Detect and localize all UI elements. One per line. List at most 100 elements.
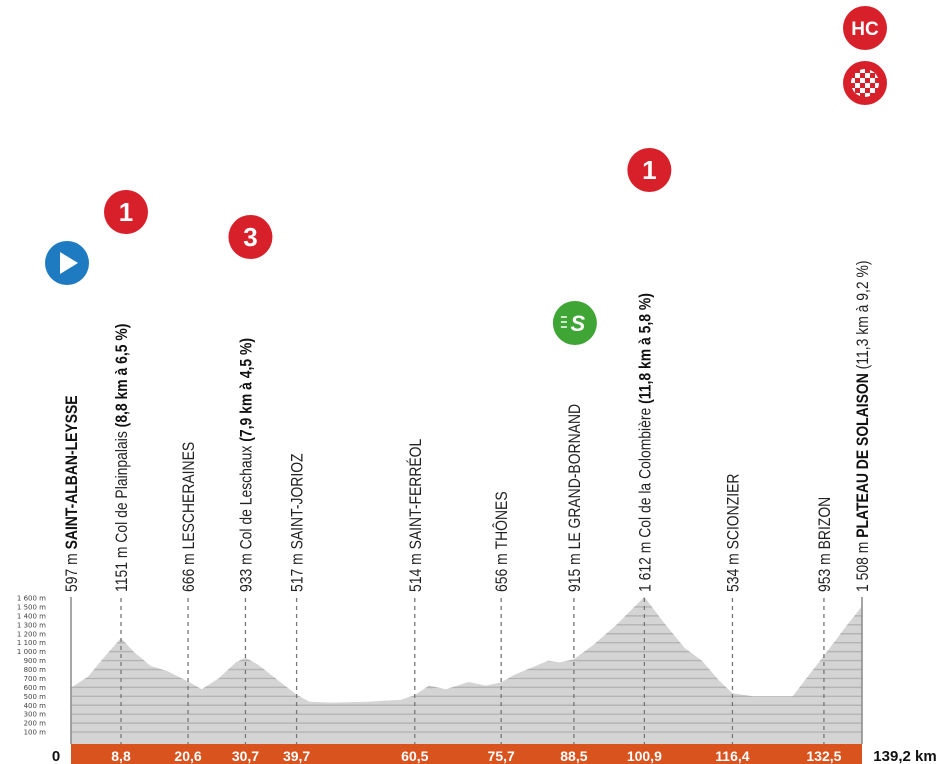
y-tick-label: 900 m (24, 657, 47, 665)
climb-detail: (11,8 km à 5,8 %) (636, 293, 655, 404)
y-tick-label: 800 m (24, 666, 47, 674)
climb-detail: (11,3 km à 9,2 %) (854, 260, 873, 369)
start-km-label: 0 (52, 748, 60, 764)
waypoint-altitude: 915 m (566, 553, 585, 592)
climb-category-icon: 1 (104, 190, 149, 234)
waypoint-label: 915 m LE GRAND-BORNAND (566, 404, 585, 592)
svg-text:1 612 m Col de la Colombière (: 1 612 m Col de la Colombière (11,8 km à … (636, 293, 655, 592)
climb-detail: (8,8 km à 6,5 %) (113, 324, 132, 428)
svg-text:517 m SAINT-JORIOZ: 517 m SAINT-JORIOZ (288, 453, 307, 592)
y-tick-label: 1 600 m (17, 595, 46, 603)
svg-text:953 m BRIZON: 953 m BRIZON (816, 497, 835, 592)
waypoint-name: PLATEAU DE SOLAISON (854, 373, 873, 538)
waypoint-altitude: 597 m (63, 553, 82, 592)
waypoint-altitude: 1 612 m (636, 542, 655, 592)
waypoint-name: Col de la Colombière (636, 408, 655, 538)
waypoint-label: 933 m Col de Leschaux (7,9 km à 4,5 %) (237, 338, 256, 592)
climb-category-label: 1 (119, 197, 133, 227)
km-marker-label: 60,5 (401, 748, 428, 764)
end-km-label: 139,2 km (873, 748, 936, 764)
finish-checkered-flag-icon (843, 61, 887, 105)
waypoint-altitude: 514 m (407, 553, 426, 592)
waypoint-altitude: 666 m (180, 553, 199, 592)
waypoint-name: LE GRAND-BORNAND (566, 404, 585, 549)
y-tick-label: 1 500 m (17, 603, 46, 611)
hc-label: HC (851, 19, 879, 40)
start-icon (45, 241, 89, 285)
waypoint-altitude: 933 m (237, 553, 256, 592)
y-tick-label: 100 m (24, 729, 47, 737)
y-tick-label: 500 m (24, 693, 47, 701)
y-tick-label: 200 m (24, 720, 47, 728)
km-marker-label: 30,7 (232, 748, 259, 764)
waypoint-name: THÔNES (493, 491, 512, 549)
sprint-label: S (571, 311, 586, 336)
profile-area (70, 596, 863, 744)
waypoint-lines (120, 598, 825, 744)
waypoint-label: 534 m SCIONZIER (724, 474, 743, 592)
distance-bar-fill (71, 744, 862, 764)
waypoint-label: 1151 m Col de Plainpalais (8,8 km à 6,5 … (113, 324, 132, 592)
svg-text:534 m SCIONZIER: 534 m SCIONZIER (724, 474, 743, 592)
waypoint-label: 517 m SAINT-JORIOZ (288, 453, 307, 592)
climb-category-icon: 1 (627, 148, 672, 192)
y-tick-label: 700 m (24, 675, 47, 683)
y-tick-label: 1 200 m (17, 630, 46, 638)
climb-category-icon: 3 (228, 215, 273, 259)
waypoint-name: SAINT-ALBAN-LEYSSE (63, 395, 82, 549)
waypoint-name: Col de Plainpalais (113, 431, 132, 543)
waypoint-name: SAINT-JORIOZ (288, 453, 307, 549)
waypoint-name: Col de Leschaux (237, 445, 256, 549)
waypoint-label: 1 508 m PLATEAU DE SOLAISON (11,3 km à 9… (854, 260, 873, 592)
km-marker-label: 20,6 (174, 748, 201, 764)
km-marker-label: 75,7 (488, 748, 515, 764)
waypoint-name: SAINT-FERRÉOL (407, 438, 426, 549)
svg-text:514 m SAINT-FERRÉOL: 514 m SAINT-FERRÉOL (407, 438, 426, 592)
waypoint-label: 1 612 m Col de la Colombière (11,8 km à … (636, 293, 655, 592)
km-marker-label: 116,4 (715, 748, 749, 764)
waypoint-label: 514 m SAINT-FERRÉOL (407, 438, 426, 592)
svg-text:915 m LE GRAND-BORNAND: 915 m LE GRAND-BORNAND (566, 404, 585, 592)
svg-text:666 m LESCHERAINES: 666 m LESCHERAINES (180, 442, 199, 592)
y-tick-label: 1 400 m (17, 612, 46, 620)
waypoint-altitude: 656 m (493, 553, 512, 592)
y-tick-label: 1 300 m (17, 621, 46, 629)
svg-text:656 m THÔNES: 656 m THÔNES (493, 491, 512, 592)
waypoint-label: 656 m THÔNES (493, 491, 512, 592)
km-marker-label: 8,8 (111, 748, 131, 764)
svg-text:597 m SAINT-ALBAN-LEYSSE: 597 m SAINT-ALBAN-LEYSSE (63, 395, 82, 592)
waypoint-name: LESCHERAINES (180, 442, 199, 550)
waypoint-altitude: 953 m (816, 553, 835, 592)
y-tick-label: 300 m (24, 711, 47, 719)
waypoint-altitude: 534 m (724, 553, 743, 592)
km-marker-label: 132,5 (806, 748, 841, 764)
svg-text:1 508 m PLATEAU DE SOLAISON (1: 1 508 m PLATEAU DE SOLAISON (11,3 km à 9… (854, 260, 873, 592)
climb-category-label: 1 (642, 155, 656, 185)
svg-text:933 m Col de Leschaux (7,9 km: 933 m Col de Leschaux (7,9 km à 4,5 %) (237, 338, 256, 592)
waypoint-labels: 597 m SAINT-ALBAN-LEYSSE 1151 m Col de Pl… (45, 6, 887, 592)
waypoint-altitude: 1151 m (113, 547, 132, 592)
waypoint-name: BRIZON (816, 497, 835, 550)
waypoint-label: 597 m SAINT-ALBAN-LEYSSE (63, 395, 82, 592)
hc-category-icon: HC (843, 6, 887, 50)
km-marker-label: 88,5 (560, 748, 587, 764)
waypoint-label: 953 m BRIZON (816, 497, 835, 592)
y-tick-label: 1 000 m (17, 648, 46, 656)
distance-bar: 0 139,2 km 8,8 20,6 30,7 39,7 60,5 75,7 88,5 100,… (52, 744, 937, 764)
sprint-icon: S (552, 301, 597, 345)
elevation-fill (71, 596, 862, 744)
y-tick-label: 600 m (24, 684, 47, 692)
waypoint-label: 666 m LESCHERAINES (180, 442, 199, 592)
waypoint-altitude: 517 m (288, 553, 307, 592)
km-marker-label: 39,7 (283, 748, 310, 764)
y-tick-label: 1 100 m (17, 639, 46, 647)
svg-text:1151 m Col de Plainpalais (8,8: 1151 m Col de Plainpalais (8,8 km à 6,5 … (113, 324, 132, 592)
climb-detail: (7,9 km à 4,5 %) (237, 338, 256, 442)
climb-category-label: 3 (243, 222, 257, 252)
waypoint-altitude: 1 508 m (854, 542, 873, 592)
y-tick-label: 400 m (24, 702, 47, 710)
km-marker-label: 100,9 (627, 748, 662, 764)
waypoint-name: SCIONZIER (724, 474, 743, 550)
